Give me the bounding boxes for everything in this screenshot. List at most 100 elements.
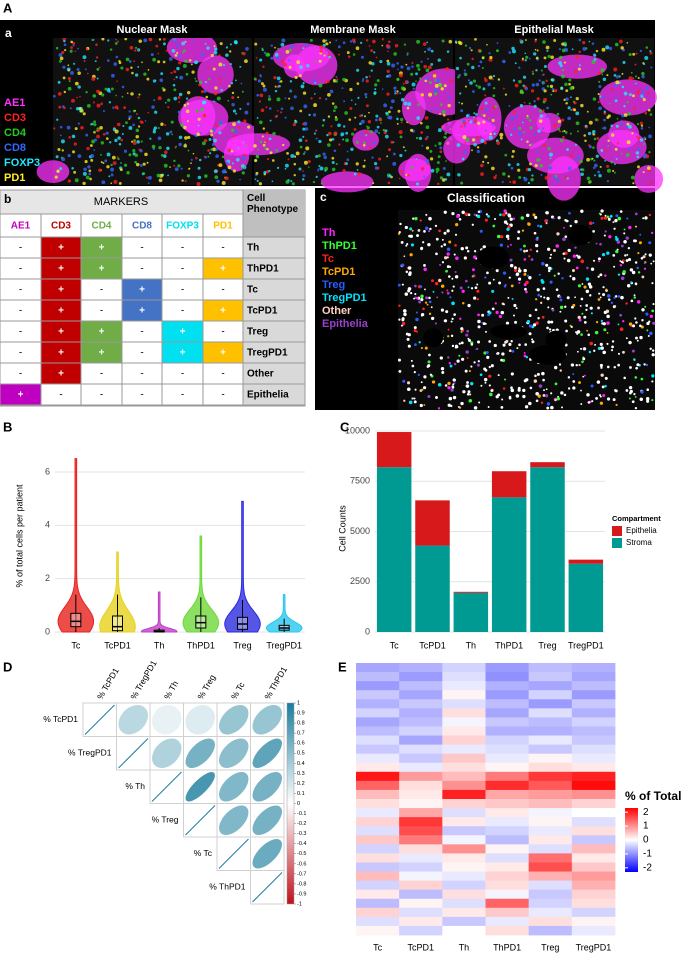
tissue-cell — [272, 131, 276, 136]
column-label: % Tc — [229, 680, 247, 701]
tissue-cell — [529, 126, 533, 130]
tissue-cell — [56, 118, 59, 121]
classified-cell — [530, 258, 534, 261]
correlation-ellipse — [219, 772, 249, 802]
tissue-cell — [604, 159, 607, 162]
tissue-cell — [92, 39, 95, 41]
tissue-cell — [229, 63, 232, 66]
tissue-cell — [386, 61, 391, 66]
heatmap-cell — [485, 799, 530, 809]
classified-cell — [423, 263, 426, 267]
tissue-cell — [628, 52, 632, 57]
tissue-cell — [229, 50, 232, 53]
heatmap-cell — [571, 699, 616, 709]
tissue-cell — [384, 129, 388, 133]
heatmap-cell — [528, 726, 573, 736]
tissue-cell — [190, 63, 193, 66]
tissue-cell — [105, 137, 109, 140]
classified-cell — [602, 350, 606, 355]
classified-cell — [546, 402, 551, 406]
marker-state: + — [99, 327, 105, 338]
classified-cell — [631, 400, 635, 404]
correlation-ellipse — [152, 738, 182, 768]
classified-cell — [600, 346, 604, 350]
tissue-cell — [597, 170, 601, 174]
tissue-cell — [91, 122, 94, 126]
heatmap-cell — [571, 663, 616, 673]
tissue-cell — [244, 110, 249, 115]
tissue-cell — [260, 82, 264, 86]
tissue-cell — [464, 141, 467, 144]
tissue-cell — [207, 66, 210, 69]
bar-segment — [491, 471, 527, 498]
tissue-cell — [302, 174, 306, 178]
tissue-cell — [302, 170, 304, 172]
tissue-cell — [411, 61, 414, 65]
tissue-cell — [170, 120, 174, 124]
tissue-cell — [415, 72, 418, 76]
classified-cell — [428, 230, 431, 233]
tissue-cell — [138, 39, 142, 43]
void-region — [490, 324, 527, 339]
tissue-cell — [82, 55, 87, 60]
tissue-cell — [628, 124, 632, 129]
tissue-cell — [393, 86, 397, 90]
tissue-cell — [618, 75, 621, 78]
tissue-cell — [365, 75, 368, 79]
tissue-cell — [314, 81, 317, 84]
tissue-cell — [302, 152, 306, 156]
tissue-cell — [574, 158, 578, 162]
tissue-cell — [626, 122, 630, 126]
heatmap-cell — [571, 799, 616, 809]
tissue-cell — [267, 97, 272, 101]
tissue-cell — [337, 53, 340, 56]
classified-cell — [477, 340, 481, 344]
classified-cell — [531, 340, 535, 344]
heatmap-cell — [528, 699, 573, 709]
tissue-cell — [444, 132, 448, 135]
tissue-cell — [106, 152, 111, 157]
tissue-cell — [322, 152, 326, 156]
tissue-cell — [635, 82, 637, 85]
tissue-cell — [538, 109, 543, 113]
tissue-cell — [536, 56, 539, 60]
tissue-cell — [375, 114, 379, 118]
classified-cell — [407, 381, 411, 385]
bar-segment — [530, 467, 565, 632]
tissue-cell — [63, 43, 67, 47]
tissue-cell — [621, 113, 625, 118]
tissue-cell — [96, 103, 101, 108]
classified-cell — [510, 243, 512, 246]
tissue-cell — [403, 101, 408, 106]
tissue-cell — [529, 144, 531, 147]
classified-cell — [477, 319, 481, 324]
x-tick-label: Treg — [233, 640, 251, 650]
tissue-cell — [416, 63, 420, 68]
tissue-cell — [547, 147, 551, 151]
tissue-cell — [197, 175, 202, 180]
classified-cell — [483, 351, 487, 355]
classified-cell — [556, 232, 560, 236]
y-tick-label: 2500 — [350, 576, 370, 586]
classified-cell — [600, 209, 604, 213]
bar-segment — [415, 500, 450, 546]
heatmap-cell — [356, 916, 400, 927]
classified-cell — [601, 252, 606, 257]
tissue-cell — [621, 85, 625, 89]
tissue-cell — [436, 161, 440, 164]
heatmap-cell — [571, 735, 616, 745]
tissue-cell — [648, 126, 651, 129]
row-label: % ThPD1 — [209, 882, 245, 892]
classified-cell — [597, 306, 600, 310]
classified-cell — [472, 268, 475, 272]
tissue-cell — [542, 143, 546, 147]
tissue-cell — [353, 128, 357, 132]
tissue-cell — [373, 161, 378, 166]
tissue-cell — [256, 148, 260, 151]
tissue-cell — [509, 133, 513, 137]
tissue-cell — [161, 86, 165, 90]
tissue-cell — [147, 182, 150, 184]
classified-cell — [401, 321, 406, 326]
classified-cell — [451, 211, 455, 216]
tissue-cell — [441, 178, 446, 182]
